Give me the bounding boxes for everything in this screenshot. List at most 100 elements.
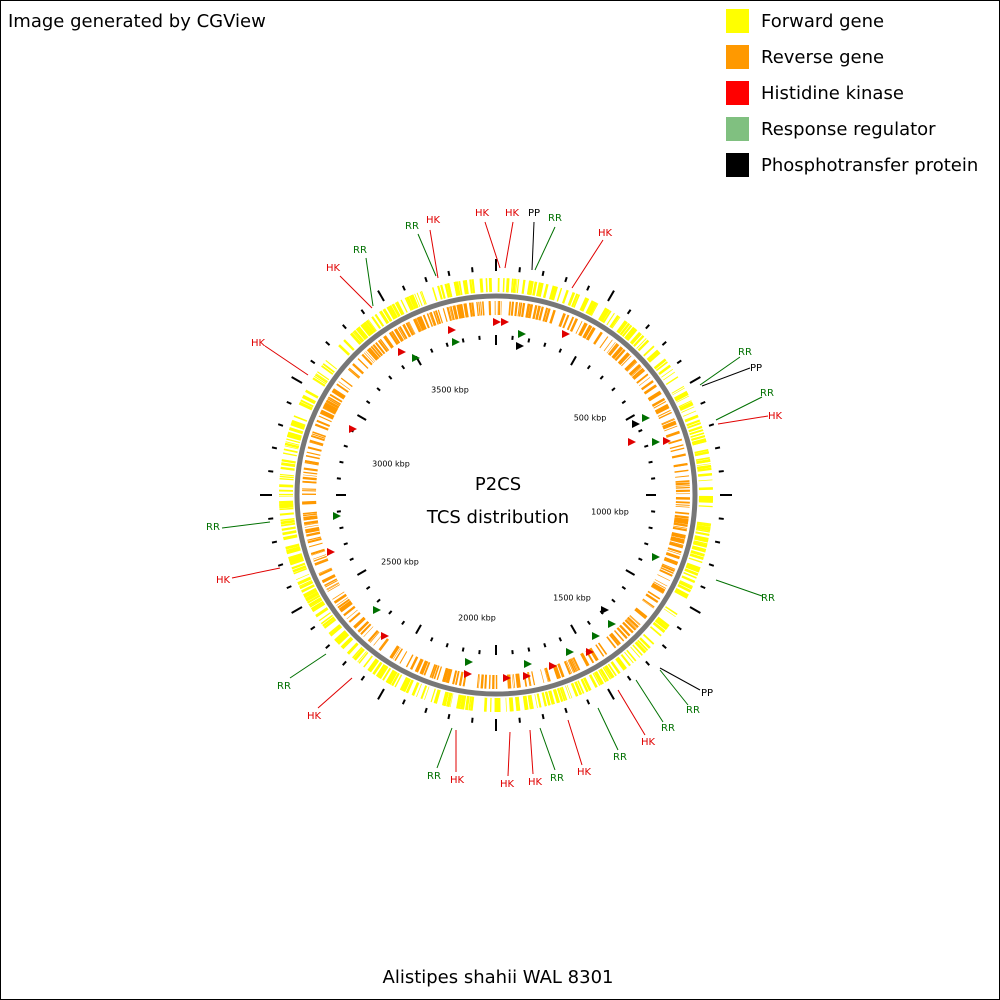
forward-gene [469, 279, 473, 294]
forward-gene [289, 427, 304, 434]
reverse-gene [302, 480, 317, 484]
reverse-gene [659, 569, 673, 577]
reverse-gene [456, 304, 462, 319]
reverse-gene [586, 327, 596, 341]
reverse-gene [306, 455, 320, 459]
feature-label: HK [307, 711, 322, 722]
forward-gene [508, 697, 512, 712]
reverse-gene [378, 638, 388, 651]
reverse-gene [336, 383, 349, 393]
reverse-gene [617, 352, 629, 364]
forward-gene [284, 443, 299, 448]
reverse-gene [626, 361, 638, 372]
forward-gene [283, 448, 298, 454]
forward-gene [505, 278, 509, 293]
forward-gene [691, 435, 706, 441]
forward-gene [419, 291, 426, 305]
reverse-gene [303, 515, 318, 519]
forward-gene [281, 462, 296, 468]
center-title: P2CS [475, 474, 521, 495]
feature-label: RR [277, 681, 291, 692]
reverse-gene [360, 623, 372, 635]
feature-marker [465, 658, 473, 666]
reverse-gene [343, 605, 356, 617]
reverse-gene [636, 373, 649, 384]
forward-gene [444, 284, 449, 298]
feature-marker [652, 553, 660, 561]
forward-gene [679, 403, 694, 411]
reverse-gene [675, 501, 690, 504]
feature-leader [436, 727, 453, 769]
feature-marker [628, 438, 636, 446]
forward-gene [363, 655, 373, 668]
inner-tick [611, 598, 616, 603]
forward-gene [462, 280, 466, 295]
reverse-gene [325, 400, 340, 409]
forward-gene [434, 689, 441, 704]
feature-leader [701, 367, 751, 387]
forward-gene [694, 450, 710, 457]
reverse-gene [675, 511, 690, 515]
forward-gene [635, 641, 647, 653]
feature-marker [464, 670, 472, 678]
forward-gene [674, 590, 688, 599]
forward-gene [465, 279, 469, 295]
inner-tick [356, 569, 367, 576]
outer-tick [447, 270, 451, 277]
feature-leader [717, 415, 769, 425]
reverse-gene [389, 331, 399, 345]
forward-gene [615, 657, 626, 671]
forward-gene [582, 677, 592, 692]
inner-tick [648, 460, 653, 464]
forward-gene [521, 279, 526, 294]
reverse-gene [303, 467, 318, 472]
inner-tick [388, 375, 393, 380]
reverse-gene [670, 537, 685, 543]
outer-tick [401, 285, 406, 291]
legend-swatch [726, 45, 749, 69]
forward-gene [649, 626, 662, 637]
reverse-gene [365, 351, 376, 362]
feature-leader [264, 345, 309, 376]
outer-tick [718, 517, 724, 520]
reverse-gene [611, 346, 622, 359]
forward-gene [395, 302, 404, 316]
forward-gene [696, 458, 711, 464]
reverse-gene [624, 359, 636, 371]
forward-gene [281, 526, 296, 531]
reverse-gene [309, 441, 323, 447]
reverse-gene [417, 316, 426, 331]
forward-gene [693, 540, 708, 545]
reverse-gene [542, 307, 548, 322]
forward-gene [352, 646, 363, 659]
forward-gene [561, 686, 568, 701]
forward-gene [620, 653, 631, 667]
reverse-gene [663, 557, 678, 565]
forward-gene [298, 579, 313, 587]
outer-tick [447, 713, 451, 720]
reverse-gene [361, 354, 372, 366]
forward-gene [656, 618, 668, 629]
reverse-gene [675, 475, 690, 478]
forward-gene [683, 410, 697, 417]
outer-tick [700, 400, 706, 405]
reverse-gene [348, 367, 361, 378]
reverse-gene [476, 301, 479, 316]
reverse-gene [674, 469, 689, 473]
reverse-gene [346, 609, 358, 620]
forward-gene [400, 299, 408, 313]
reverse-gene [520, 302, 526, 318]
reverse-gene [307, 536, 322, 541]
outer-tick [291, 606, 303, 614]
reverse-gene [664, 425, 678, 432]
reverse-gene [327, 398, 341, 407]
outer-tick [424, 276, 428, 283]
reverse-gene [668, 438, 683, 445]
outer-tick [661, 341, 667, 346]
legend-swatch [726, 153, 749, 177]
reverse-gene [609, 344, 620, 357]
forward-gene [372, 662, 383, 675]
forward-gene [532, 281, 538, 296]
